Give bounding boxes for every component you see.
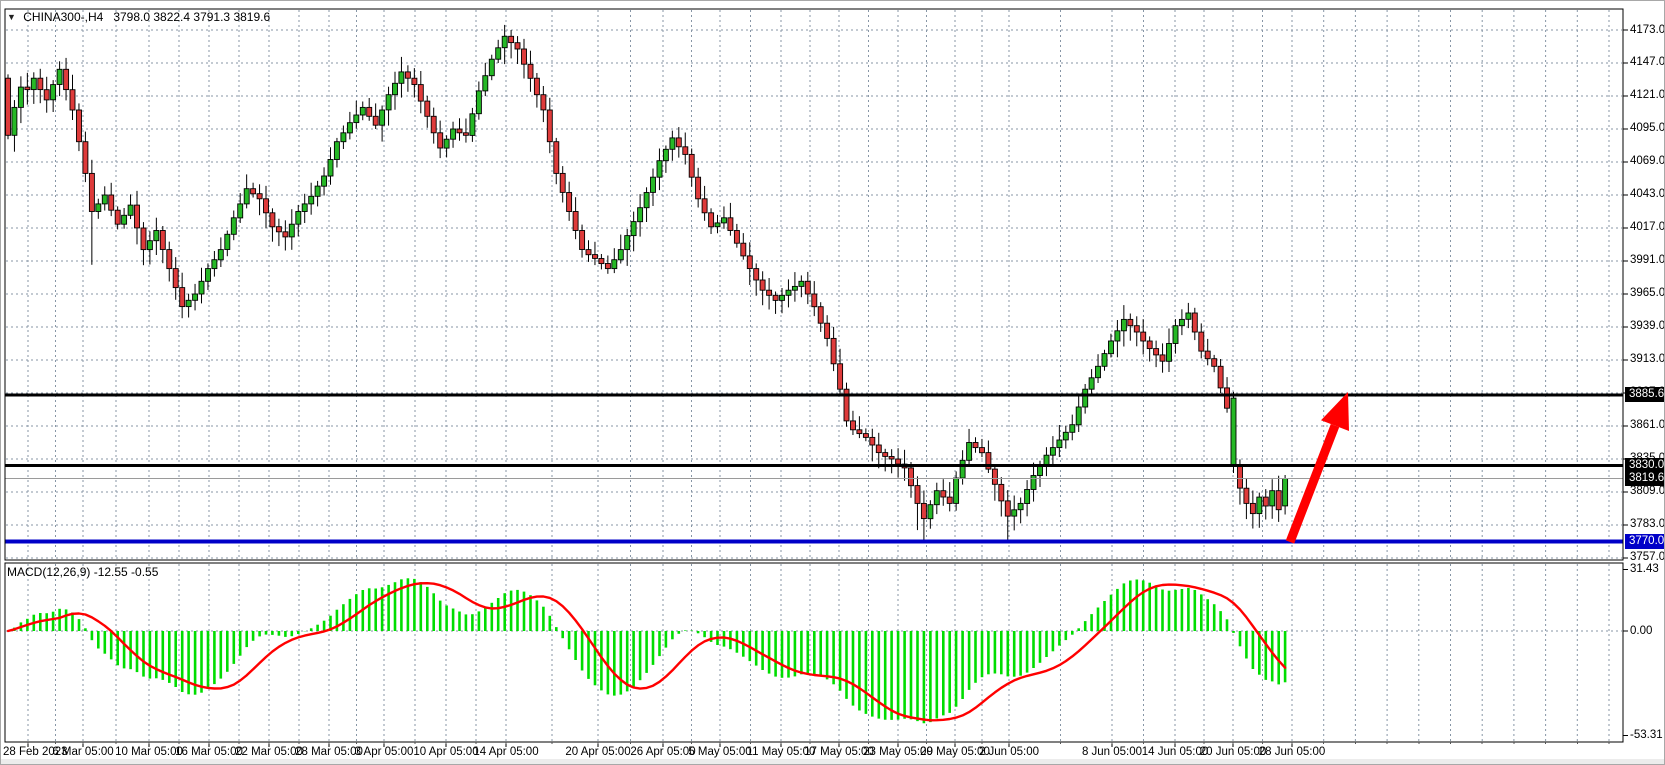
price-tick-label: 4173.0 (1630, 23, 1665, 36)
time-tick-label: 14 Jun 05:00 (1141, 746, 1209, 758)
time-tick-label: 14 Apr 05:00 (473, 746, 539, 758)
time-tick-label: 22 Mar 05:00 (235, 746, 303, 758)
time-tick-label: 29 May 05:00 (920, 746, 990, 758)
price-tick-label: 4095.0 (1630, 122, 1665, 135)
time-tick-label: 5 May 05:00 (688, 746, 752, 758)
time-tick-label: 10 Apr 05:00 (413, 746, 479, 758)
price-tick-label: 4017.0 (1630, 221, 1665, 234)
time-tick-label: 6 Mar 05:00 (52, 746, 114, 758)
time-tick-label: 16 Mar 05:00 (175, 746, 243, 758)
time-tick-label: 2 Jun 05:00 (978, 746, 1040, 758)
time-tick-label: 20 Apr 05:00 (565, 746, 631, 758)
macd-scale-label: -53.31 (1630, 728, 1663, 741)
price-tick-label: 4069.0 (1630, 155, 1665, 168)
price-tick-label: 3861.0 (1630, 419, 1665, 432)
time-tick-label: 23 May 05:00 (863, 746, 933, 758)
time-tick-label: 10 Mar 05:00 (115, 746, 183, 758)
price-tick-label: 3757.0 (1630, 551, 1665, 564)
price-tick-label: 4147.0 (1630, 56, 1665, 69)
time-tick-label: 3 Apr 05:00 (354, 746, 414, 758)
time-tick-label: 17 May 05:00 (804, 746, 874, 758)
price-tick-label: 3939.0 (1630, 320, 1665, 333)
time-tick-label: 28 Mar 05:00 (295, 746, 363, 758)
trend-arrow[interactable] (1285, 392, 1349, 544)
current-price-badge: 3819.6 (1625, 471, 1664, 487)
price-tick-label: 3783.0 (1630, 518, 1665, 531)
ohlc-readout: 3798.0 3822.4 3791.3 3819.6 (113, 10, 271, 24)
price-tick-label: 3965.0 (1630, 287, 1665, 300)
price-tick-label: 3809.0 (1630, 485, 1665, 498)
level-price-badge: 3885.6 (1625, 387, 1664, 403)
time-tick-label: 26 Apr 05:00 (630, 746, 696, 758)
chart-title: ▼ CHINA300-,H4 3798.0 3822.4 3791.3 3819… (7, 10, 270, 24)
macd-scale-label: 0.00 (1630, 624, 1653, 637)
price-tick-label: 3913.0 (1630, 353, 1665, 366)
symbol-period-label: CHINA300-,H4 (23, 10, 104, 24)
time-tick-label: 8 Jun 05:00 (1081, 746, 1143, 758)
time-tick-label: 20 Jun 05:00 (1199, 746, 1267, 758)
price-tick-label: 4043.0 (1630, 188, 1665, 201)
macd-indicator-label: MACD(12,26,9) -12.55 -0.55 (7, 565, 159, 579)
time-tick-label: 28 Feb 2023 (3, 746, 68, 758)
level-price-badge: 3770.0 (1625, 533, 1664, 549)
price-tick-label: 4121.0 (1630, 89, 1665, 102)
time-tick-label: 28 Jun 05:00 (1258, 746, 1326, 758)
level-price-badge: 3830.0 (1625, 457, 1664, 473)
price-tick-label: 3991.0 (1630, 254, 1665, 267)
macd-scale-label: 31.43 (1630, 563, 1659, 576)
time-tick-label: 11 May 05:00 (746, 746, 816, 758)
symbol-dropdown-icon[interactable]: ▼ (7, 12, 16, 22)
